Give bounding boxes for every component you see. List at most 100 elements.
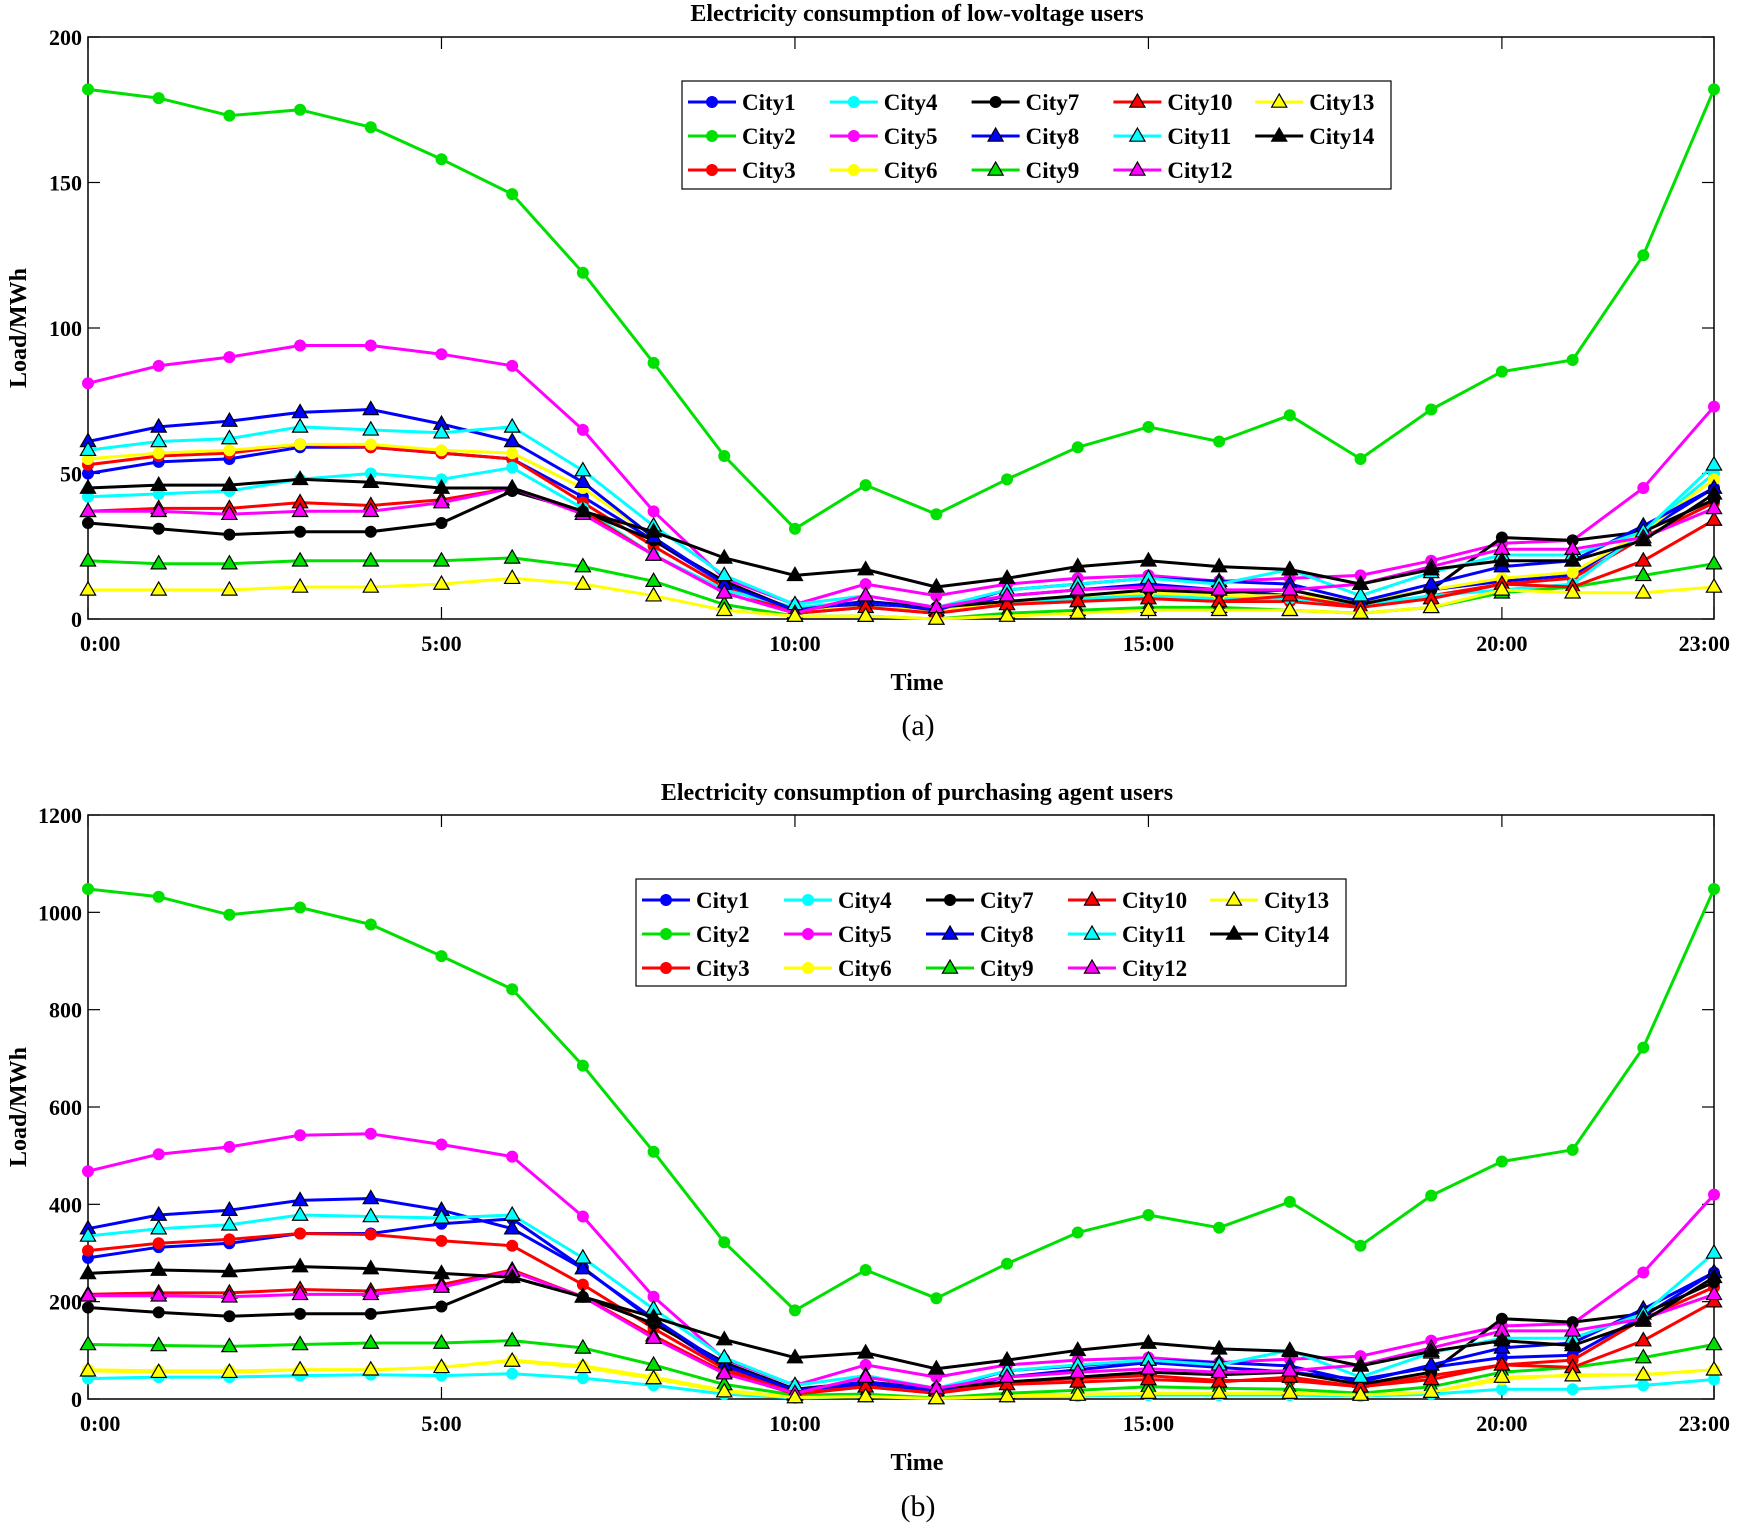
chart-b-point-city2 bbox=[294, 901, 307, 914]
chart-a-point-city9 bbox=[362, 551, 380, 567]
chart-b-point-city13 bbox=[786, 1388, 804, 1404]
chart-b-point-city11 bbox=[1705, 1243, 1723, 1259]
chart-a-point-city9 bbox=[220, 554, 239, 570]
chart-a-point-city2 bbox=[788, 522, 801, 535]
chart-a-point-city2 bbox=[1566, 354, 1579, 367]
chart-a-caption: (a) bbox=[901, 709, 934, 742]
chart-a: Electricity consumption of low-voltage u… bbox=[6, 1, 1730, 742]
chart-b-point-city2 bbox=[1142, 1209, 1155, 1222]
chart-b-point-city2 bbox=[930, 1292, 943, 1305]
chart-a-point-city8 bbox=[291, 403, 309, 419]
chart-b-legend-marker-city14 bbox=[1225, 924, 1243, 940]
chart-b-legend-item-city1: City1 bbox=[642, 888, 750, 913]
chart-a-legend-item-city6: City6 bbox=[829, 158, 937, 183]
chart-b-point-city14 bbox=[1634, 1311, 1652, 1327]
chart-a-legend-label-city2: City2 bbox=[742, 124, 796, 149]
chart-a-point-city12 bbox=[1210, 580, 1228, 596]
chart-b-point-city13 bbox=[291, 1360, 309, 1376]
chart-a-point-city6 bbox=[435, 444, 448, 457]
chart-a-point-city8 bbox=[362, 400, 380, 416]
chart-b-point-city2 bbox=[859, 1264, 872, 1277]
chart-a-legend-item-city1: City1 bbox=[688, 90, 796, 115]
chart-b-point-city3 bbox=[506, 1239, 519, 1252]
chart-a-legend-marker-city10 bbox=[1128, 92, 1147, 108]
chart-b-line-city8 bbox=[87, 1197, 1715, 1392]
chart-a-legend-marker-city14 bbox=[1270, 126, 1288, 142]
chart-a-point-city12 bbox=[1705, 499, 1723, 515]
chart-b-point-city12 bbox=[1139, 1359, 1158, 1375]
chart-b-point-city13 bbox=[1422, 1382, 1440, 1398]
chart-b-point-city5 bbox=[152, 1148, 165, 1161]
chart-b-point-city5 bbox=[506, 1150, 519, 1163]
chart-b-point-city8 bbox=[503, 1219, 521, 1235]
chart-a-point-city8 bbox=[574, 473, 592, 489]
chart-a-point-city11 bbox=[715, 566, 733, 582]
chart-b-line-city10 bbox=[87, 1268, 1715, 1396]
chart-b-legend-label-city12: City12 bbox=[1122, 956, 1187, 981]
chart-b-point-city2 bbox=[1354, 1239, 1367, 1252]
chart-b-point-city12 bbox=[1705, 1285, 1723, 1301]
chart-b-point-city14 bbox=[998, 1350, 1016, 1366]
chart-a-ytick-label: 0 bbox=[71, 607, 82, 632]
chart-b-point-city2 bbox=[152, 890, 165, 903]
chart-b-point-city5 bbox=[364, 1127, 377, 1140]
chart-b-point-city14 bbox=[79, 1264, 97, 1280]
chart-b-point-city11 bbox=[574, 1248, 592, 1264]
chart-b-point-city2 bbox=[223, 908, 236, 921]
chart-b-point-city2 bbox=[1495, 1155, 1508, 1168]
chart-b-legend-label-city10: City10 bbox=[1122, 888, 1187, 913]
chart-a-point-city2 bbox=[1425, 403, 1438, 416]
chart-b-point-city11 bbox=[715, 1348, 733, 1364]
chart-b-line-city2 bbox=[87, 887, 1716, 1312]
chart-a-point-city5 bbox=[364, 339, 377, 352]
chart-a-point-city13 bbox=[503, 569, 521, 585]
chart-a-point-city12 bbox=[362, 502, 380, 518]
chart-a-legend-label-city3: City3 bbox=[742, 158, 796, 183]
chart-a-point-city2 bbox=[1708, 83, 1720, 96]
chart-b-legend-label-city7: City7 bbox=[980, 888, 1034, 913]
chart-b-point-city11 bbox=[432, 1208, 451, 1224]
chart-a-point-city2 bbox=[1637, 249, 1650, 262]
chart-b-legend-label-city9: City9 bbox=[980, 956, 1034, 981]
chart-b-point-city4 bbox=[576, 1372, 589, 1385]
chart-a-point-city9 bbox=[644, 571, 663, 587]
chart-a-legend-marker-city1 bbox=[706, 96, 718, 108]
chart-b-point-city14 bbox=[1493, 1331, 1511, 1347]
chart-a-point-city7 bbox=[223, 528, 236, 541]
chart-a-point-city12 bbox=[644, 545, 663, 561]
chart-a-point-city6 bbox=[364, 438, 377, 451]
chart-b-point-city13 bbox=[644, 1369, 663, 1385]
chart-b-legend-label-city8: City8 bbox=[980, 922, 1034, 947]
chart-b-point-city13 bbox=[432, 1358, 451, 1374]
chart-a-point-city11 bbox=[220, 429, 239, 445]
chart-a-ytick-label: 200 bbox=[49, 25, 82, 50]
chart-b-point-city5 bbox=[1708, 1188, 1720, 1201]
chart-b-point-city13 bbox=[927, 1389, 945, 1405]
chart-b-point-city10 bbox=[1705, 1292, 1723, 1308]
chart-b-point-city9 bbox=[1705, 1335, 1723, 1351]
chart-b-point-city2 bbox=[1637, 1041, 1650, 1054]
chart-b-x-ticks: 0:00 5:00 10:00 15:00 20:00 23:00 bbox=[80, 815, 1730, 1436]
chart-b-legend-marker-city1 bbox=[660, 894, 672, 906]
chart-a-point-city12 bbox=[291, 502, 309, 518]
chart-a-point-city13 bbox=[432, 574, 451, 590]
chart-a-point-city5 bbox=[576, 423, 589, 436]
chart-b-point-city13 bbox=[1563, 1366, 1582, 1382]
chart-a-point-city13 bbox=[1493, 580, 1511, 596]
chart-a-legend-label-city4: City4 bbox=[884, 90, 938, 115]
chart-b-point-city5 bbox=[82, 1165, 94, 1178]
chart-a-point-city2 bbox=[1001, 473, 1014, 486]
chart-b-point-city14 bbox=[432, 1264, 451, 1280]
chart-a-series-city5 bbox=[82, 339, 1720, 611]
chart-a-legend-marker-city13 bbox=[1270, 92, 1288, 108]
chart-b-point-city12 bbox=[150, 1286, 168, 1302]
chart-a-point-city6 bbox=[152, 447, 165, 460]
chart-a-point-city14 bbox=[291, 470, 309, 486]
chart-b-legend-marker-city13 bbox=[1225, 890, 1243, 906]
chart-a-line-city13 bbox=[88, 576, 1715, 621]
chart-b-point-city2 bbox=[506, 983, 519, 996]
chart-b-legend-label-city6: City6 bbox=[838, 956, 892, 981]
chart-a-point-city13 bbox=[715, 601, 733, 617]
chart-b-point-city13 bbox=[220, 1363, 239, 1379]
chart-a-point-city11 bbox=[1705, 455, 1723, 471]
